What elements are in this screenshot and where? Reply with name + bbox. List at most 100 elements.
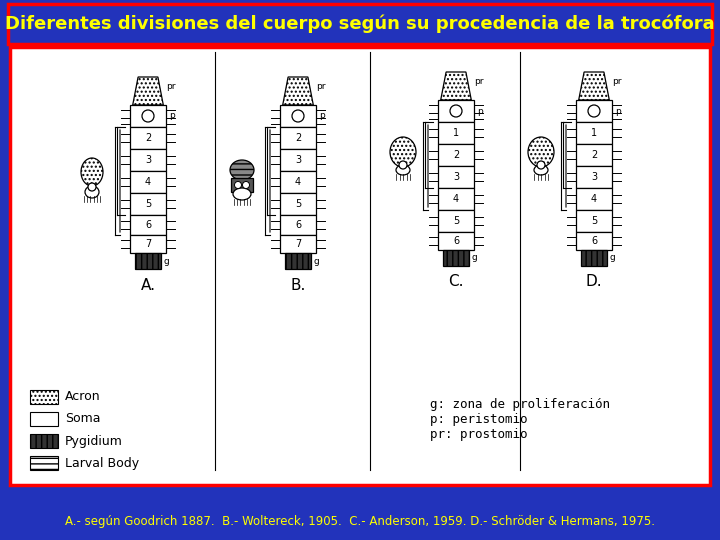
Text: 4: 4 [453, 194, 459, 204]
Text: 7: 7 [145, 239, 151, 249]
Text: p: p [477, 106, 482, 116]
Ellipse shape [528, 137, 554, 167]
Bar [130, 105, 166, 127]
Text: 2: 2 [145, 133, 151, 143]
Bar [130, 149, 166, 171]
Text: 3: 3 [295, 155, 301, 165]
Bar [576, 166, 612, 188]
Text: 6: 6 [591, 236, 597, 246]
Bar [438, 122, 474, 144]
Text: Diferentes divisiones del cuerpo según su procedencia de la trocófora: Diferentes divisiones del cuerpo según s… [5, 15, 715, 33]
Text: pr: pr [316, 82, 325, 91]
Text: A.- según Goodrich 1887.  B.- Woltereck, 1905.  C.- Anderson, 1959. D.- Schröder: A.- según Goodrich 1887. B.- Woltereck, … [65, 516, 655, 529]
Circle shape [235, 181, 241, 188]
Text: pr: pr [474, 77, 484, 86]
Polygon shape [283, 77, 313, 105]
Bar [130, 235, 166, 253]
Text: pr: pr [612, 77, 622, 86]
Text: 5: 5 [145, 199, 151, 209]
Text: 6: 6 [453, 236, 459, 246]
Ellipse shape [230, 160, 254, 180]
Polygon shape [441, 72, 472, 100]
Ellipse shape [390, 137, 416, 167]
Text: Larval Body: Larval Body [65, 456, 139, 469]
Bar [8, 4, 712, 44]
Text: D.: D. [585, 274, 603, 289]
Bar [280, 171, 316, 193]
Text: pr: pr [166, 82, 176, 91]
Bar [576, 232, 612, 250]
Bar [30, 434, 58, 448]
Text: 2: 2 [591, 150, 597, 160]
Text: g: g [163, 256, 169, 266]
Text: Soma: Soma [65, 413, 101, 426]
Text: 3: 3 [145, 155, 151, 165]
Text: 6: 6 [295, 220, 301, 230]
Bar [130, 215, 166, 235]
Text: 5: 5 [453, 216, 459, 226]
Text: g: zona de proliferación
p: peristomio
pr: prostomio: g: zona de proliferación p: peristomio p… [430, 398, 610, 441]
Circle shape [243, 181, 250, 188]
Bar [30, 456, 58, 470]
Text: Acron: Acron [65, 390, 101, 403]
Bar [438, 100, 474, 122]
Bar [576, 210, 612, 232]
Text: g: g [472, 253, 477, 262]
Text: p: p [615, 106, 621, 116]
Bar [576, 188, 612, 210]
Bar [280, 105, 316, 127]
Bar [135, 253, 161, 269]
Bar [30, 390, 58, 404]
Text: g: g [610, 253, 616, 262]
Bar [130, 171, 166, 193]
Text: Pygidium: Pygidium [65, 435, 123, 448]
Circle shape [588, 105, 600, 117]
Bar [30, 412, 58, 426]
Bar [438, 232, 474, 250]
Text: 1: 1 [453, 128, 459, 138]
Bar [582, 250, 606, 266]
Ellipse shape [396, 165, 410, 175]
Circle shape [537, 161, 545, 169]
Text: 3: 3 [591, 172, 597, 182]
Bar [130, 193, 166, 215]
Text: 6: 6 [145, 220, 151, 230]
Circle shape [142, 110, 154, 122]
Text: A.: A. [140, 278, 156, 293]
Text: 5: 5 [295, 199, 301, 209]
Bar [130, 127, 166, 149]
Bar [280, 149, 316, 171]
Text: g: g [314, 256, 320, 266]
Bar [280, 215, 316, 235]
Bar [438, 166, 474, 188]
Text: C.: C. [449, 274, 464, 289]
Text: 4: 4 [145, 177, 151, 187]
Bar [576, 100, 612, 122]
Circle shape [88, 183, 96, 191]
Text: 7: 7 [295, 239, 301, 249]
Text: 1: 1 [591, 128, 597, 138]
Ellipse shape [534, 165, 548, 175]
Text: p: p [169, 111, 175, 120]
Bar [280, 127, 316, 149]
Ellipse shape [81, 158, 103, 186]
Bar [576, 122, 612, 144]
Bar [444, 250, 469, 266]
Ellipse shape [85, 186, 99, 198]
Polygon shape [579, 72, 609, 100]
Ellipse shape [233, 188, 251, 200]
Bar [285, 253, 310, 269]
Bar [231, 178, 253, 192]
Polygon shape [132, 77, 163, 105]
Text: 5: 5 [591, 216, 597, 226]
Circle shape [450, 105, 462, 117]
Text: 2: 2 [453, 150, 459, 160]
Text: p: p [319, 111, 325, 120]
Bar [438, 210, 474, 232]
Bar [438, 188, 474, 210]
Text: 4: 4 [591, 194, 597, 204]
Bar [576, 144, 612, 166]
Circle shape [399, 161, 407, 169]
Bar [280, 235, 316, 253]
Text: 2: 2 [295, 133, 301, 143]
